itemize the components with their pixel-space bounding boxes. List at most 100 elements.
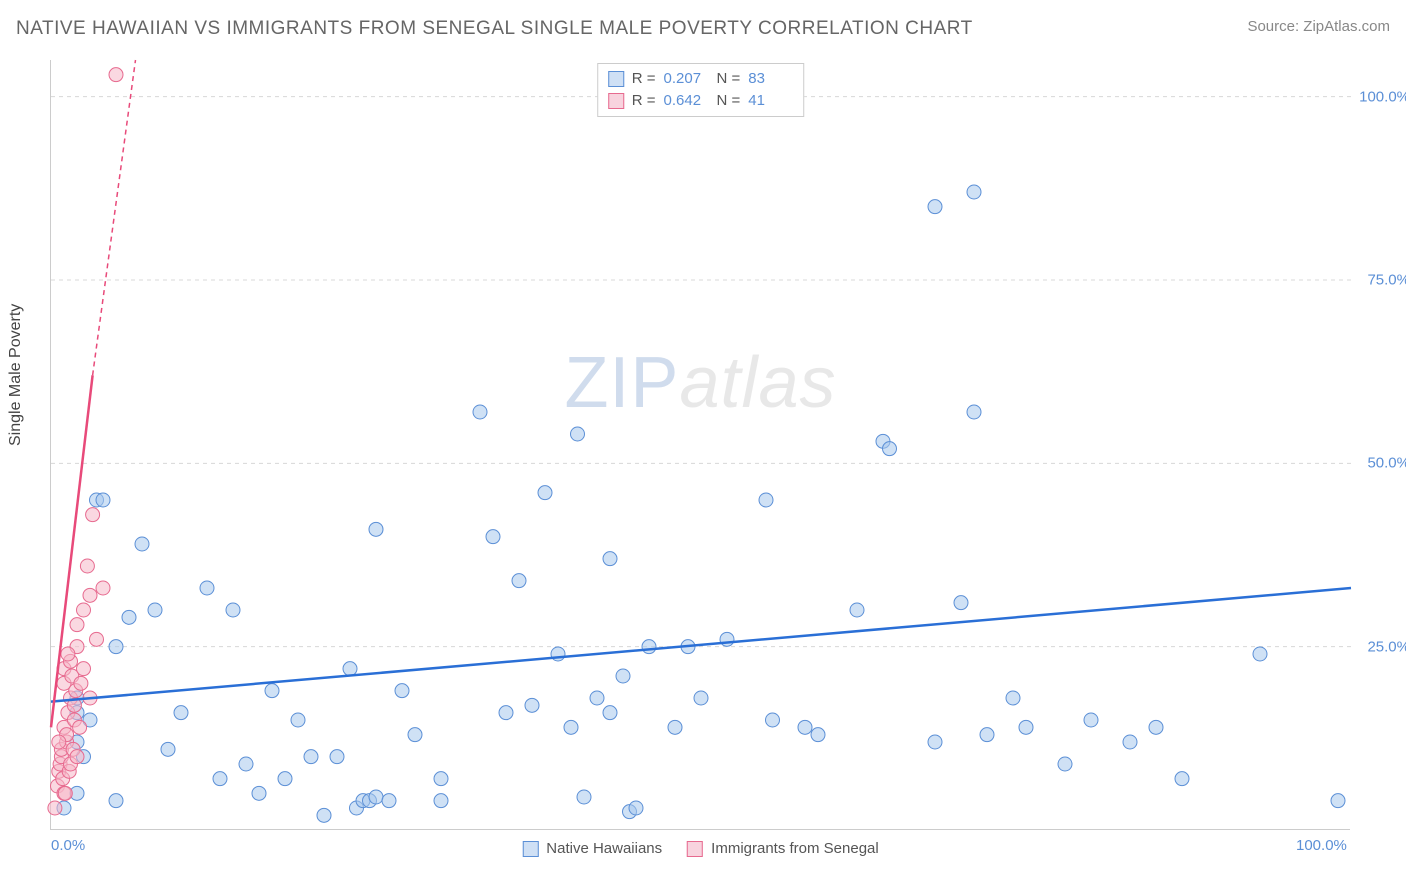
scatter-point bbox=[317, 808, 331, 822]
scatter-point bbox=[109, 68, 123, 82]
scatter-point bbox=[58, 786, 72, 800]
stats-r-label: R = bbox=[632, 68, 656, 90]
scatter-point bbox=[434, 772, 448, 786]
scatter-point bbox=[954, 596, 968, 610]
scatter-point bbox=[1253, 647, 1267, 661]
scatter-point bbox=[213, 772, 227, 786]
scatter-point bbox=[629, 801, 643, 815]
scatter-point bbox=[96, 581, 110, 595]
scatter-point bbox=[73, 720, 87, 734]
scatter-point bbox=[1123, 735, 1137, 749]
scatter-point bbox=[616, 669, 630, 683]
regression-line-pink-dash bbox=[93, 60, 136, 375]
scatter-point bbox=[174, 706, 188, 720]
scatter-point bbox=[766, 713, 780, 727]
scatter-point bbox=[291, 713, 305, 727]
stats-n-value: 41 bbox=[748, 90, 793, 112]
scatter-point bbox=[161, 742, 175, 756]
scatter-point bbox=[122, 610, 136, 624]
scatter-point bbox=[1058, 757, 1072, 771]
scatter-point bbox=[252, 786, 266, 800]
scatter-point bbox=[499, 706, 513, 720]
scatter-point bbox=[1084, 713, 1098, 727]
scatter-point bbox=[473, 405, 487, 419]
scatter-point bbox=[48, 801, 62, 815]
stats-r-label: R = bbox=[632, 90, 656, 112]
scatter-point bbox=[967, 185, 981, 199]
scatter-point bbox=[571, 427, 585, 441]
stats-swatch bbox=[608, 93, 624, 109]
scatter-point bbox=[694, 691, 708, 705]
stats-r-value: 0.207 bbox=[664, 68, 709, 90]
scatter-point bbox=[200, 581, 214, 595]
stats-n-value: 83 bbox=[748, 68, 793, 90]
scatter-point bbox=[77, 662, 91, 676]
scatter-point bbox=[1006, 691, 1020, 705]
scatter-point bbox=[109, 794, 123, 808]
stats-n-label: N = bbox=[717, 68, 741, 90]
scatter-point bbox=[642, 640, 656, 654]
scatter-point bbox=[77, 603, 91, 617]
legend-label: Immigrants from Senegal bbox=[711, 840, 879, 857]
scatter-point bbox=[239, 757, 253, 771]
scatter-point bbox=[135, 537, 149, 551]
scatter-point bbox=[1331, 794, 1345, 808]
stats-r-value: 0.642 bbox=[664, 90, 709, 112]
scatter-point bbox=[980, 728, 994, 742]
stats-box: R = 0.207 N = 83 R = 0.642 N = 41 bbox=[597, 63, 805, 117]
scatter-point bbox=[486, 530, 500, 544]
scatter-point bbox=[90, 632, 104, 646]
scatter-point bbox=[525, 698, 539, 712]
y-axis-label: Single Male Poverty bbox=[7, 304, 25, 446]
scatter-point bbox=[603, 552, 617, 566]
scatter-point bbox=[61, 647, 75, 661]
scatter-point bbox=[512, 574, 526, 588]
x-tick-label: 0.0% bbox=[51, 837, 85, 854]
legend-swatch bbox=[687, 841, 703, 857]
scatter-point bbox=[109, 640, 123, 654]
scatter-point bbox=[70, 750, 84, 764]
y-tick-label: 50.0% bbox=[1367, 455, 1406, 472]
chart-title: NATIVE HAWAIIAN VS IMMIGRANTS FROM SENEG… bbox=[16, 18, 973, 40]
legend: Native Hawaiians Immigrants from Senegal bbox=[522, 840, 878, 857]
scatter-point bbox=[850, 603, 864, 617]
chart-canvas bbox=[51, 60, 1350, 829]
y-tick-label: 25.0% bbox=[1367, 638, 1406, 655]
legend-swatch bbox=[522, 841, 538, 857]
scatter-point bbox=[52, 735, 66, 749]
scatter-point bbox=[96, 493, 110, 507]
scatter-point bbox=[811, 728, 825, 742]
y-tick-label: 100.0% bbox=[1359, 88, 1406, 105]
scatter-point bbox=[928, 735, 942, 749]
scatter-point bbox=[369, 790, 383, 804]
regression-line-blue bbox=[51, 588, 1351, 702]
stats-n-label: N = bbox=[717, 90, 741, 112]
scatter-point bbox=[603, 706, 617, 720]
legend-item: Immigrants from Senegal bbox=[687, 840, 879, 857]
scatter-point bbox=[577, 790, 591, 804]
stats-swatch bbox=[608, 71, 624, 87]
chart-header: NATIVE HAWAIIAN VS IMMIGRANTS FROM SENEG… bbox=[16, 18, 1390, 40]
scatter-point bbox=[74, 676, 88, 690]
scatter-point bbox=[330, 750, 344, 764]
scatter-point bbox=[408, 728, 422, 742]
scatter-point bbox=[148, 603, 162, 617]
scatter-point bbox=[434, 794, 448, 808]
source-attribution: Source: ZipAtlas.com bbox=[1247, 18, 1390, 35]
scatter-point bbox=[590, 691, 604, 705]
scatter-point bbox=[226, 603, 240, 617]
scatter-point bbox=[86, 508, 100, 522]
legend-item: Native Hawaiians bbox=[522, 840, 662, 857]
scatter-point bbox=[382, 794, 396, 808]
scatter-point bbox=[1175, 772, 1189, 786]
scatter-point bbox=[928, 200, 942, 214]
scatter-point bbox=[369, 522, 383, 536]
scatter-point bbox=[1019, 720, 1033, 734]
scatter-point bbox=[70, 618, 84, 632]
scatter-point bbox=[759, 493, 773, 507]
scatter-point bbox=[83, 588, 97, 602]
scatter-point bbox=[304, 750, 318, 764]
plot-area: ZIPatlas R =0.207N =83R =0.642N =41 Nati… bbox=[50, 60, 1350, 830]
stats-row: R = 0.642 N = 41 bbox=[608, 90, 794, 112]
scatter-point bbox=[798, 720, 812, 734]
